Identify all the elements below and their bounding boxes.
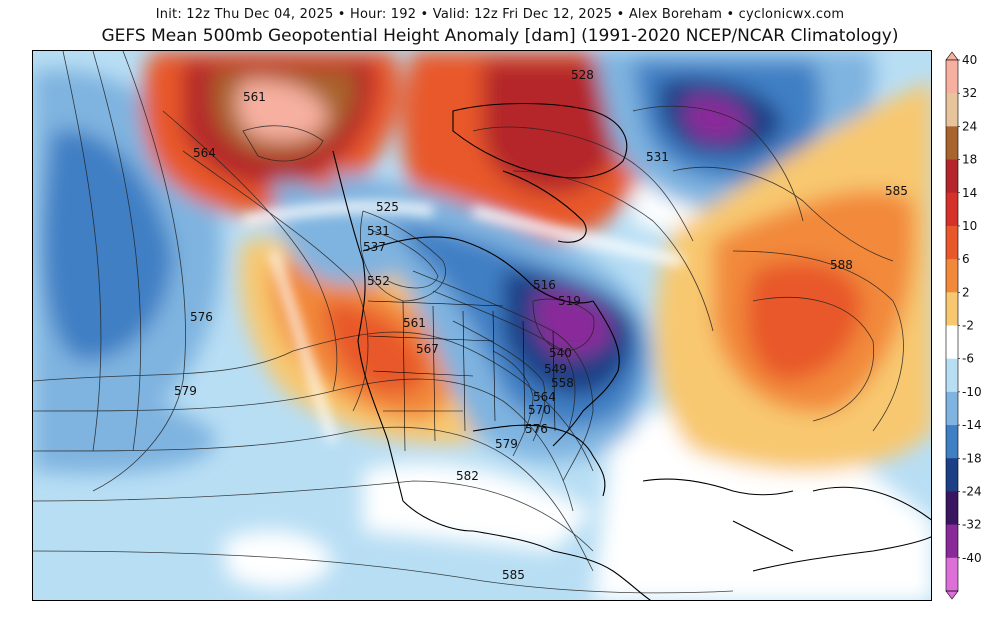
colorbar-tick-label: 10	[962, 219, 977, 233]
neg-east-core	[534, 290, 613, 358]
contour-label: 561	[243, 90, 266, 104]
colorbar-swatch	[946, 159, 958, 194]
contour-label: 531	[367, 224, 390, 238]
colorbar-tick-label: -2	[962, 319, 974, 333]
neutral-zone-gulf	[363, 463, 593, 551]
height-contours	[33, 51, 904, 594]
colorbar-swatch	[946, 391, 958, 426]
colorbar-swatch	[946, 259, 958, 293]
colorbar-tick-label: 6	[962, 252, 970, 266]
colorbar-swatch	[946, 192, 958, 227]
colorbar-tick-label: 14	[962, 186, 977, 200]
contour-label: 576	[525, 422, 548, 436]
contour-label: 564	[533, 390, 556, 404]
map-subtitle: Init: 12z Thu Dec 04, 2025 • Hour: 192 •…	[155, 7, 845, 22]
colorbar-tick-label: -14	[962, 418, 982, 432]
colorbar-swatch	[946, 60, 958, 94]
colorbar-swatch	[946, 458, 958, 492]
map-panel[interactable]: 561 564 528 531 585 588 525 531 537 552 …	[32, 50, 932, 601]
contour-label: 582	[456, 469, 479, 483]
colorbar-swatch	[946, 225, 958, 260]
colorbar-swatch	[946, 325, 958, 360]
neg-pacific-core	[43, 129, 173, 361]
colorbar-tick-label: 2	[962, 285, 970, 299]
colorbar-tick-label: 40	[962, 53, 977, 67]
colorbar-swatch	[946, 524, 958, 559]
contour-label: 558	[551, 376, 574, 390]
map-title: GEFS Mean 500mb Geopotential Height Anom…	[101, 26, 899, 46]
state-borders	[367, 300, 556, 452]
pos-alaska-peak	[236, 80, 328, 141]
colorbar-tick-label: -18	[962, 451, 982, 465]
contour-label: 531	[646, 150, 669, 164]
colorbar-swatch	[946, 491, 958, 526]
colorbar-tick-label: 24	[962, 119, 977, 133]
colorbar-tick-label: -24	[962, 484, 982, 498]
colorbar-tick-label: -40	[962, 551, 982, 565]
colorbar-arrow-top	[945, 51, 959, 61]
contour-label: 552	[367, 274, 390, 288]
pos-west-core	[323, 301, 428, 395]
contour-label: 567	[416, 342, 439, 356]
pos-east-core	[746, 261, 863, 381]
pos-greenland-core	[483, 61, 636, 193]
colorbar: 40 32 24 18 14 10 6 2 -2 -6 -10 -14 -18 -24 -32 -40	[944, 50, 1000, 601]
colorbar-swatch	[946, 425, 958, 459]
coastlines	[332, 102, 931, 600]
contour-label: 576	[190, 310, 213, 324]
contour-label: 516	[533, 278, 556, 292]
contour-label: 588	[830, 258, 853, 272]
colorbar-swatch	[946, 557, 958, 592]
contour-label: 549	[544, 362, 567, 376]
colorbar-swatch	[946, 358, 958, 393]
contour-label: 585	[502, 568, 525, 582]
contour-label: 519	[558, 294, 581, 308]
colorbar-arrow-bottom	[945, 590, 959, 600]
colorbar-tick-label: -32	[962, 518, 982, 532]
contour-label: 579	[495, 437, 518, 451]
contour-label: 570	[528, 403, 551, 417]
neg-atlantic-peak	[684, 95, 748, 143]
colorbar-tick-label: -6	[962, 352, 974, 366]
contour-label: 540	[549, 346, 572, 360]
contour-label: 561	[403, 316, 426, 330]
neutral-zone-atlantic	[593, 406, 931, 600]
contour-labels: 561 564 528 531 585 588 525 531 537 552 …	[174, 68, 908, 582]
colorbar-tick-label: 18	[962, 153, 977, 167]
neutral-zone-pacific-blob	[223, 530, 333, 588]
colorbar-tick-label: -10	[962, 385, 982, 399]
contour-label: 579	[174, 384, 197, 398]
contour-label: 537	[363, 240, 386, 254]
colorbar-swatch	[946, 126, 958, 161]
contour-label: 564	[193, 146, 216, 160]
contour-label: 528	[571, 68, 594, 82]
colorbar-tick-label: 32	[962, 86, 977, 100]
contour-label: 525	[376, 200, 399, 214]
contour-label: 585	[885, 184, 908, 198]
neutral-gaps	[242, 201, 684, 443]
colorbar-swatch	[946, 292, 958, 326]
colorbar-swatch	[946, 93, 958, 127]
